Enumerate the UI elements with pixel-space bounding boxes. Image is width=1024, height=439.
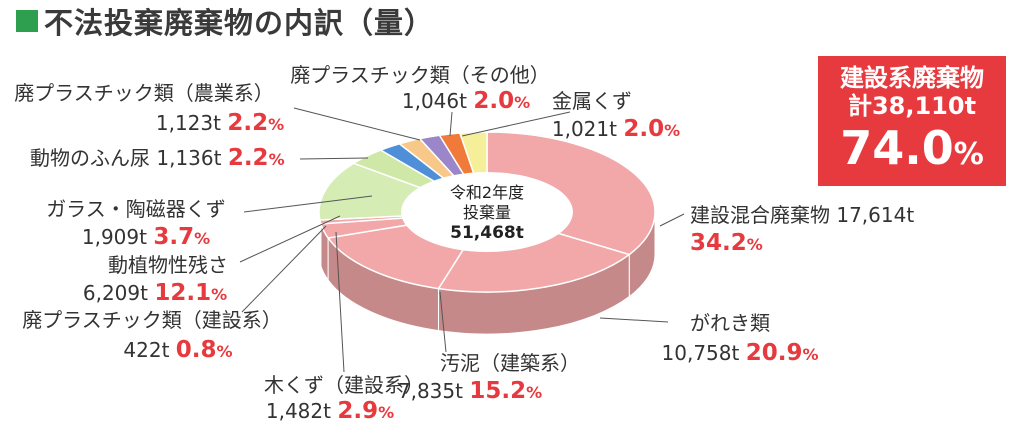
leader-line-0 (659, 213, 685, 227)
slice-label-8: 廃プラスチック類（農業系） (14, 81, 274, 105)
leader-line-1 (599, 317, 669, 323)
leader-line-2 (439, 291, 447, 353)
summary-percent-line: 74.0% (818, 120, 1006, 183)
slice-amount-10: 1,021t 2.0% (552, 116, 680, 142)
center-label-caption: 投棄量 (463, 203, 511, 222)
slice-amount-5: 6,209t 12.1% (83, 280, 227, 306)
chart-title-area: 不法投棄廃棄物の内訳（量） (16, 4, 434, 40)
leader-line-6 (243, 195, 373, 213)
slice-label-4: 廃プラスチック類（建設系） (22, 308, 282, 332)
construction-waste-summary-box: 建設系廃棄物 計38,110t 74.0% (818, 56, 1006, 186)
summary-percent: 74.0 (840, 121, 954, 175)
center-label-total: 51,468t (450, 223, 524, 243)
leader-line-10 (461, 111, 571, 137)
slice-label-0: 建設混合廃棄物 17,614t (690, 203, 914, 227)
summary-line1: 建設系廃棄物 (840, 64, 984, 92)
summary-percent-sign: % (953, 137, 984, 172)
center-label-year: 令和2年度 (450, 183, 524, 202)
leader-line-5 (239, 215, 341, 263)
leader-line-4 (241, 225, 327, 313)
slice-percent-0: 34.2% (690, 230, 763, 256)
leader-line-3 (335, 231, 345, 373)
slice-label-7: 動物のふん尿 1,136t 2.2% (30, 145, 285, 171)
slice-label-2: 汚泥（建築系） (440, 351, 580, 375)
leader-line-8 (293, 107, 421, 141)
slice-label-1: がれき類 (690, 311, 770, 335)
slice-amount-9: 1,046t 2.0% (402, 88, 530, 114)
slice-label-6: ガラス・陶磁器くず (46, 197, 226, 221)
leader-line-9 (449, 111, 453, 137)
slice-amount-1: 10,758t 20.9% (662, 340, 819, 366)
page-title: 不法投棄廃棄物の内訳（量） (44, 6, 435, 40)
slice-amount-4: 422t 0.8% (123, 337, 232, 363)
slice-amount-2: 7,835t 15.2% (398, 378, 542, 404)
summary-line2: 計38,110t (847, 92, 977, 120)
slice-label-5: 動植物性残さ (108, 253, 228, 277)
slice-amount-8: 1,123t 2.2% (156, 110, 284, 136)
slice-label-3: 木くず（建設系） (264, 373, 424, 397)
slice-label-10: 金属くず (552, 89, 632, 113)
green-square-icon (16, 10, 38, 32)
center-hole (401, 172, 573, 252)
slice-amount-6: 1,909t 3.7% (82, 224, 210, 250)
leader-line-7 (299, 157, 369, 160)
slice-amount-3: 1,482t 2.9% (266, 398, 394, 424)
slice-label-9: 廃プラスチック類（その他） (290, 63, 550, 87)
